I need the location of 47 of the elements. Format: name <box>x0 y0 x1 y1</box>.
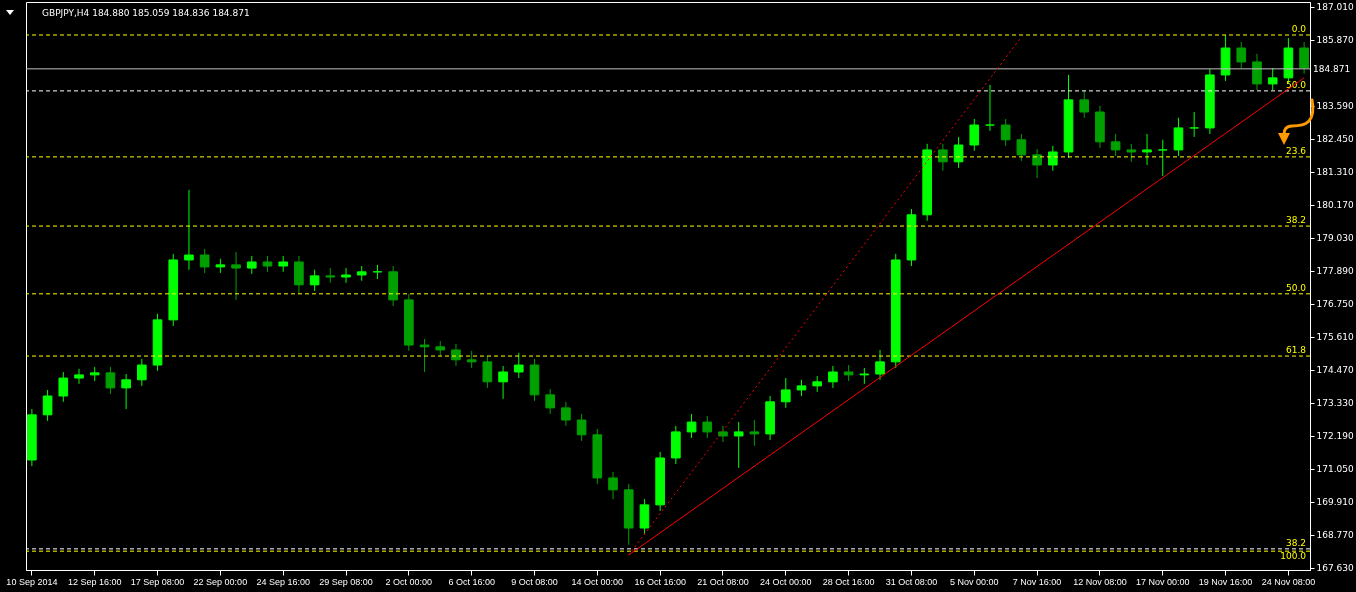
y-tick-label: 180.170 <box>1316 200 1354 211</box>
x-tick-label: 12 Sep 16:00 <box>67 576 122 587</box>
y-tick-label: 176.750 <box>1316 299 1354 310</box>
y-tick-label: 173.330 <box>1316 398 1354 409</box>
y-tick-label: 171.050 <box>1316 464 1354 475</box>
text: GBPJPY,H4 184.880 185.059 184.836 184.871 <box>42 8 250 18</box>
y-tick-label: 179.030 <box>1316 233 1354 244</box>
x-tick-label: 22 Sep 00:00 <box>193 576 248 587</box>
annotation: 38.2 <box>1285 537 1306 548</box>
y-tick-label: 181.310 <box>1316 167 1354 178</box>
y-tick-label: 172.190 <box>1316 431 1354 442</box>
annotation: 100.0 <box>1280 551 1307 562</box>
x-tick-label: 17 Nov 00:00 <box>1135 576 1190 587</box>
y-tick-label: 185.870 <box>1316 35 1354 46</box>
annotation: 50.0 <box>1285 282 1307 293</box>
y-tick-label: 169.910 <box>1316 497 1354 508</box>
x-tick-label: 24 Nov 08:00 <box>1261 576 1316 587</box>
annotation: 23.6 <box>1285 145 1307 156</box>
x-tick-label: 12 Nov 08:00 <box>1073 576 1127 587</box>
x-tick-label: 9 Oct 08:00 <box>511 576 558 587</box>
x-tick-label: 24 Sep 16:00 <box>256 576 310 587</box>
x-tick-label: 17 Sep 08:00 <box>130 576 185 587</box>
x-tick-label: 2 Oct 00:00 <box>385 576 433 587</box>
x-tick-label: 6 Oct 16:00 <box>448 576 495 587</box>
x-tick-label: 24 Oct 00:00 <box>760 576 812 587</box>
y-tick-label: 187.010 <box>1316 2 1354 13</box>
annotation: 61.8 <box>1285 345 1307 356</box>
x-tick-label: 28 Oct 16:00 <box>822 576 875 587</box>
y-tick-label: 168.770 <box>1316 530 1354 541</box>
annotation: 0.0 <box>1291 24 1307 34</box>
x-tick-label: 10 Sep 2014 <box>6 576 58 587</box>
y-tick-label: 183.590 <box>1316 101 1354 112</box>
x-tick-label: 14 Oct 00:00 <box>571 576 624 587</box>
x-tick-label: 19 Nov 16:00 <box>1198 576 1253 587</box>
x-tick-label: 31 Oct 08:00 <box>885 576 938 587</box>
annotation: 38.2 <box>1285 215 1306 226</box>
x-tick-label: 7 Nov 16:00 <box>1012 576 1062 587</box>
y-tick-label: 174.470 <box>1316 365 1354 376</box>
x-tick-label: 29 Sep 08:00 <box>319 576 373 587</box>
ref-line-label: 184.871 <box>1313 63 1351 74</box>
y-tick-label: 175.610 <box>1316 332 1354 343</box>
y-tick-label: 167.630 <box>1316 563 1354 574</box>
x-tick-label: 21 Oct 08:00 <box>697 576 749 587</box>
y-tick-label: 182.450 <box>1316 134 1354 145</box>
x-tick-label: 16 Oct 16:00 <box>634 576 686 587</box>
x-tick-label: 5 Nov 00:00 <box>950 576 999 587</box>
y-tick-label: 177.890 <box>1316 266 1354 277</box>
